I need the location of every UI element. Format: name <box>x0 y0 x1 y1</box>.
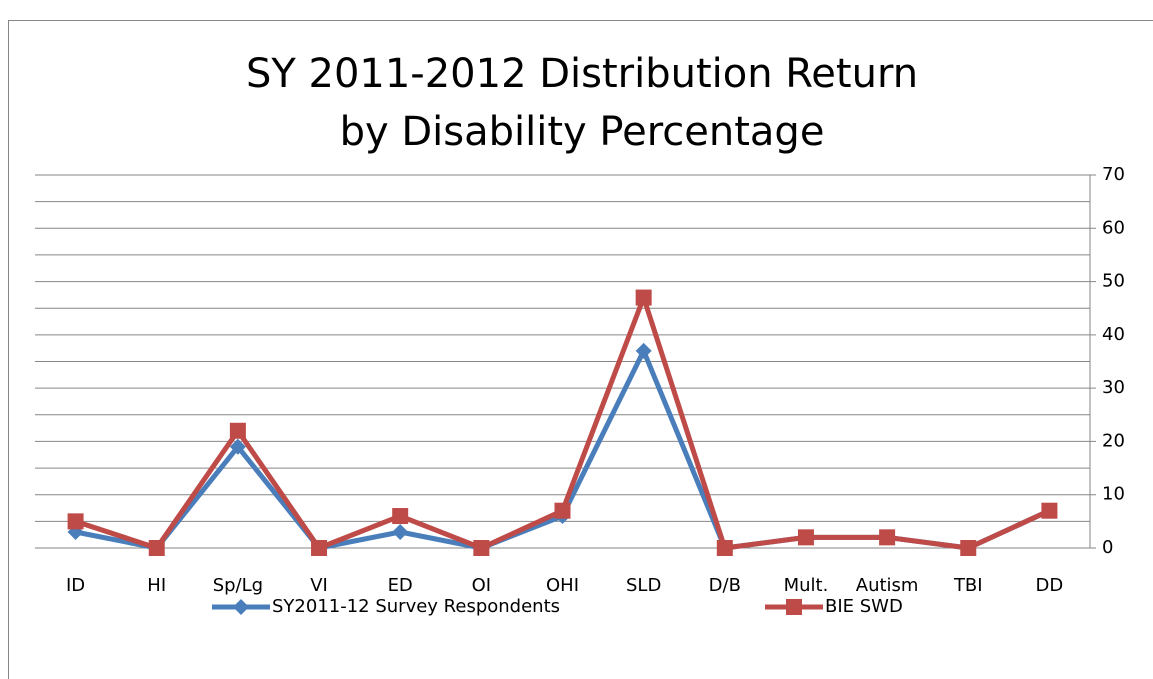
legend-label: BIE SWD <box>825 596 903 617</box>
marker <box>311 540 328 556</box>
y-tick-label: 20 <box>1102 430 1125 451</box>
marker <box>392 508 409 525</box>
x-tick-label: D/B <box>709 575 741 596</box>
legend-label: SY2011-12 Survey Respondents <box>272 596 560 617</box>
y-tick-label: 30 <box>1102 377 1125 398</box>
x-tick-label: Sp/Lg <box>213 575 263 596</box>
x-tick-label: ED <box>388 575 413 596</box>
y-tick-label: 10 <box>1102 484 1125 505</box>
marker <box>1041 502 1058 519</box>
marker <box>716 540 733 556</box>
y-tick-label: 40 <box>1102 324 1125 345</box>
y-tick-label: 70 <box>1102 164 1125 185</box>
x-tick-label: Autism <box>856 575 919 596</box>
x-tick-label: OHI <box>546 575 579 596</box>
marker <box>786 599 802 615</box>
y-tick-label: 50 <box>1102 271 1125 292</box>
marker <box>473 540 490 556</box>
marker <box>554 502 571 519</box>
y-tick-label: 0 <box>1102 537 1113 558</box>
chart-title: by Disability Percentage <box>340 109 825 155</box>
marker <box>229 438 246 455</box>
x-tick-label: SLD <box>626 575 661 596</box>
x-tick-label: HI <box>147 575 166 596</box>
x-tick-label: OI <box>472 575 491 596</box>
x-tick-label: Mult. <box>784 575 829 596</box>
chart-frame <box>8 20 1153 679</box>
chart-title: SY 2011-2012 Distribution Return <box>246 51 918 97</box>
marker <box>233 599 249 615</box>
marker <box>635 289 652 306</box>
marker <box>879 529 896 546</box>
x-tick-label: ID <box>66 575 85 596</box>
marker <box>797 529 814 546</box>
x-tick-label: TBI <box>953 575 983 596</box>
x-tick-label: VI <box>310 575 328 596</box>
marker <box>960 540 977 556</box>
marker <box>67 513 84 530</box>
marker <box>392 524 409 541</box>
x-tick-label: DD <box>1036 575 1064 596</box>
marker <box>635 342 652 359</box>
marker <box>148 540 165 556</box>
y-tick-label: 60 <box>1102 217 1125 238</box>
marker <box>229 422 246 439</box>
